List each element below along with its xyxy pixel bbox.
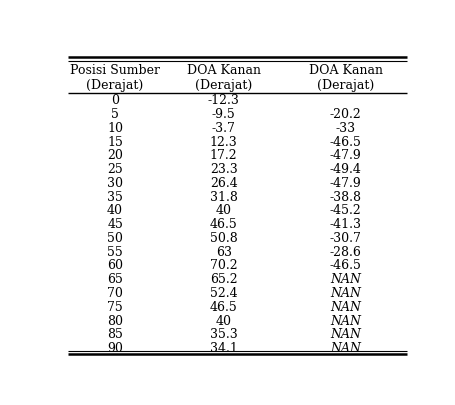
Text: -3.7: -3.7 bbox=[211, 122, 235, 134]
Text: 30: 30 bbox=[107, 177, 123, 190]
Text: 40: 40 bbox=[215, 314, 231, 327]
Text: 5: 5 bbox=[111, 108, 119, 121]
Text: -20.2: -20.2 bbox=[329, 108, 361, 121]
Text: -41.3: -41.3 bbox=[329, 218, 361, 231]
Text: 45: 45 bbox=[107, 218, 123, 231]
Text: 70: 70 bbox=[107, 286, 123, 299]
Text: -47.9: -47.9 bbox=[329, 177, 361, 190]
Text: 40: 40 bbox=[107, 204, 123, 217]
Text: -45.2: -45.2 bbox=[329, 204, 361, 217]
Text: DOA Kanan
(Derajat): DOA Kanan (Derajat) bbox=[186, 64, 260, 92]
Text: 40: 40 bbox=[215, 204, 231, 217]
Text: -46.5: -46.5 bbox=[329, 259, 361, 272]
Text: DOA Kanan
(Derajat): DOA Kanan (Derajat) bbox=[308, 64, 382, 92]
Text: 70.2: 70.2 bbox=[209, 259, 237, 272]
Text: Posisi Sumber
(Derajat): Posisi Sumber (Derajat) bbox=[70, 64, 160, 92]
Text: 80: 80 bbox=[107, 314, 123, 327]
Text: 15: 15 bbox=[107, 135, 123, 148]
Text: 46.5: 46.5 bbox=[209, 218, 237, 231]
Text: NAN: NAN bbox=[329, 286, 360, 299]
Text: -49.4: -49.4 bbox=[329, 163, 361, 176]
Text: 23.3: 23.3 bbox=[209, 163, 237, 176]
Text: 90: 90 bbox=[107, 341, 123, 354]
Text: -30.7: -30.7 bbox=[329, 231, 361, 244]
Text: 63: 63 bbox=[215, 245, 231, 258]
Text: 46.5: 46.5 bbox=[209, 300, 237, 313]
Text: 50.8: 50.8 bbox=[209, 231, 237, 244]
Text: -12.3: -12.3 bbox=[207, 94, 239, 107]
Text: -47.9: -47.9 bbox=[329, 149, 361, 162]
Text: 65: 65 bbox=[107, 273, 123, 286]
Text: 10: 10 bbox=[107, 122, 123, 134]
Text: NAN: NAN bbox=[329, 273, 360, 286]
Text: -38.8: -38.8 bbox=[329, 190, 361, 203]
Text: NAN: NAN bbox=[329, 341, 360, 354]
Text: 60: 60 bbox=[107, 259, 123, 272]
Text: 85: 85 bbox=[107, 328, 123, 341]
Text: 35.3: 35.3 bbox=[209, 328, 237, 341]
Text: 26.4: 26.4 bbox=[209, 177, 237, 190]
Text: 55: 55 bbox=[107, 245, 123, 258]
Text: 50: 50 bbox=[107, 231, 123, 244]
Text: 12.3: 12.3 bbox=[209, 135, 237, 148]
Text: NAN: NAN bbox=[329, 314, 360, 327]
Text: 75: 75 bbox=[107, 300, 123, 313]
Text: 65.2: 65.2 bbox=[209, 273, 237, 286]
Text: 31.8: 31.8 bbox=[209, 190, 237, 203]
Text: -33: -33 bbox=[335, 122, 355, 134]
Text: 34.1: 34.1 bbox=[209, 341, 237, 354]
Text: 17.2: 17.2 bbox=[209, 149, 237, 162]
Text: NAN: NAN bbox=[329, 300, 360, 313]
Text: 25: 25 bbox=[107, 163, 123, 176]
Text: 0: 0 bbox=[111, 94, 119, 107]
Text: -9.5: -9.5 bbox=[211, 108, 235, 121]
Text: -28.6: -28.6 bbox=[329, 245, 361, 258]
Text: 35: 35 bbox=[107, 190, 123, 203]
Text: -46.5: -46.5 bbox=[329, 135, 361, 148]
Text: 20: 20 bbox=[107, 149, 123, 162]
Text: 52.4: 52.4 bbox=[209, 286, 237, 299]
Text: NAN: NAN bbox=[329, 328, 360, 341]
